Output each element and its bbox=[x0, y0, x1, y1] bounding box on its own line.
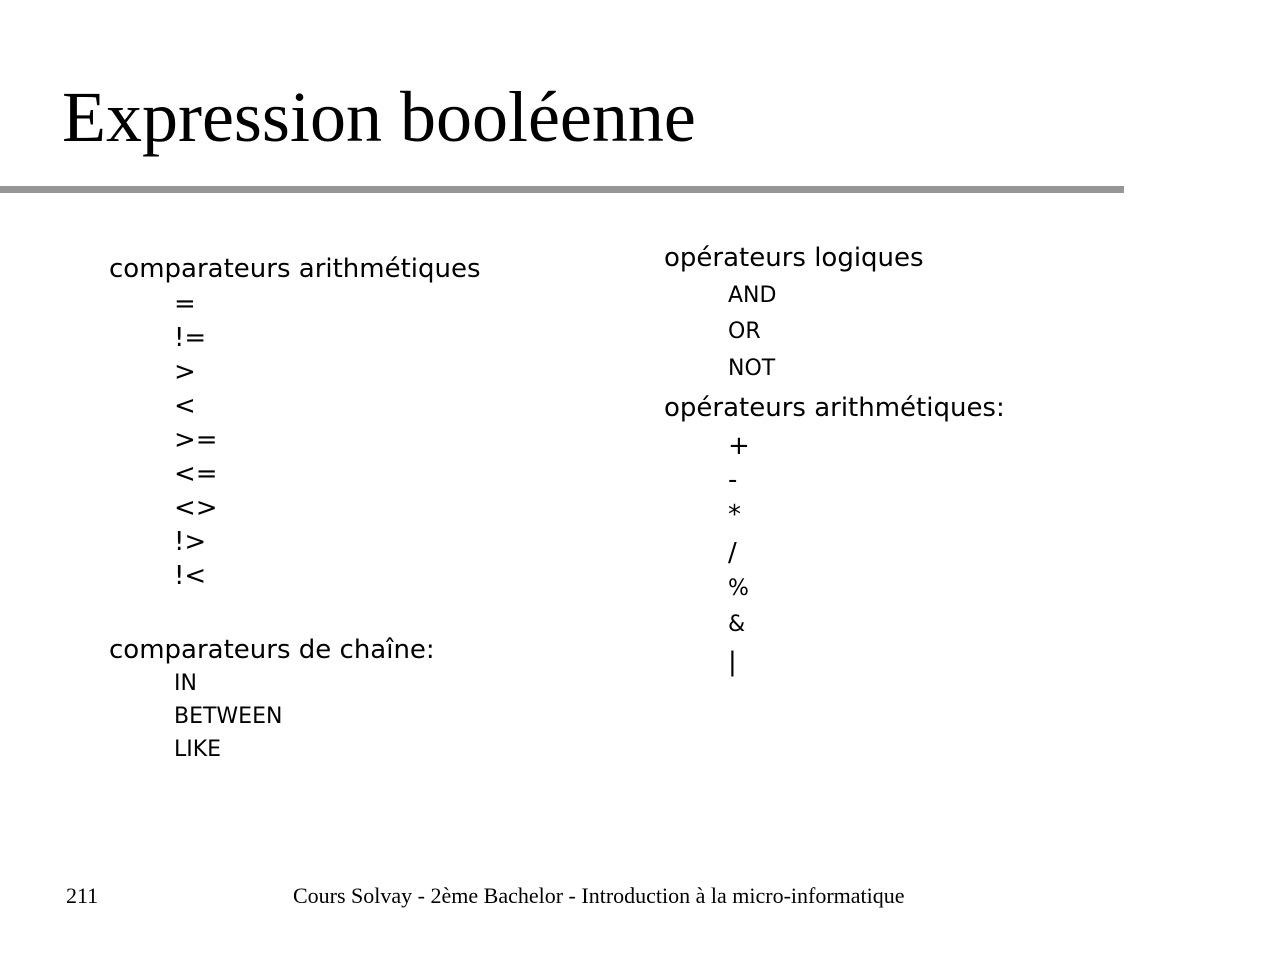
arith-comparator-item: !> bbox=[174, 527, 207, 557]
arith-comparators-heading: comparateurs arithmétiques bbox=[109, 254, 481, 284]
arith-operator-item: - bbox=[728, 465, 738, 495]
arith-operator-item: & bbox=[728, 612, 746, 637]
arith-operator-item: | bbox=[728, 647, 737, 677]
logic-operator-item: NOT bbox=[728, 356, 776, 381]
string-comparator-item: LIKE bbox=[174, 737, 222, 762]
arith-comparator-item: != bbox=[174, 323, 207, 353]
arith-operator-item: + bbox=[728, 431, 750, 461]
logic-operator-item: OR bbox=[728, 319, 761, 344]
arith-operators-heading: opérateurs arithmétiques: bbox=[664, 393, 1005, 423]
arith-comparator-item: > bbox=[174, 357, 196, 387]
footer-course-title: Cours Solvay - 2ème Bachelor - Introduct… bbox=[293, 883, 905, 908]
slide-title: Expression booléenne bbox=[62, 77, 696, 157]
arith-comparator-item: = bbox=[174, 289, 196, 319]
arith-comparator-item: <= bbox=[174, 459, 218, 489]
arith-operator-item: % bbox=[728, 576, 749, 601]
arith-comparator-item: < bbox=[174, 391, 196, 421]
arith-operator-item: / bbox=[728, 538, 737, 568]
logic-operators-heading: opérateurs logiques bbox=[664, 243, 924, 273]
arith-comparator-item: !< bbox=[174, 561, 207, 591]
string-comparator-item: IN bbox=[174, 671, 197, 696]
arith-operator-item: * bbox=[728, 500, 741, 530]
page-number: 211 bbox=[66, 883, 99, 908]
logic-operator-item: AND bbox=[728, 283, 777, 308]
title-divider bbox=[0, 186, 1124, 193]
string-comparators-heading: comparateurs de chaîne: bbox=[109, 635, 435, 665]
arith-comparator-item: >= bbox=[174, 425, 218, 455]
string-comparator-item: BETWEEN bbox=[174, 704, 283, 729]
arith-comparator-item: <> bbox=[174, 493, 218, 523]
